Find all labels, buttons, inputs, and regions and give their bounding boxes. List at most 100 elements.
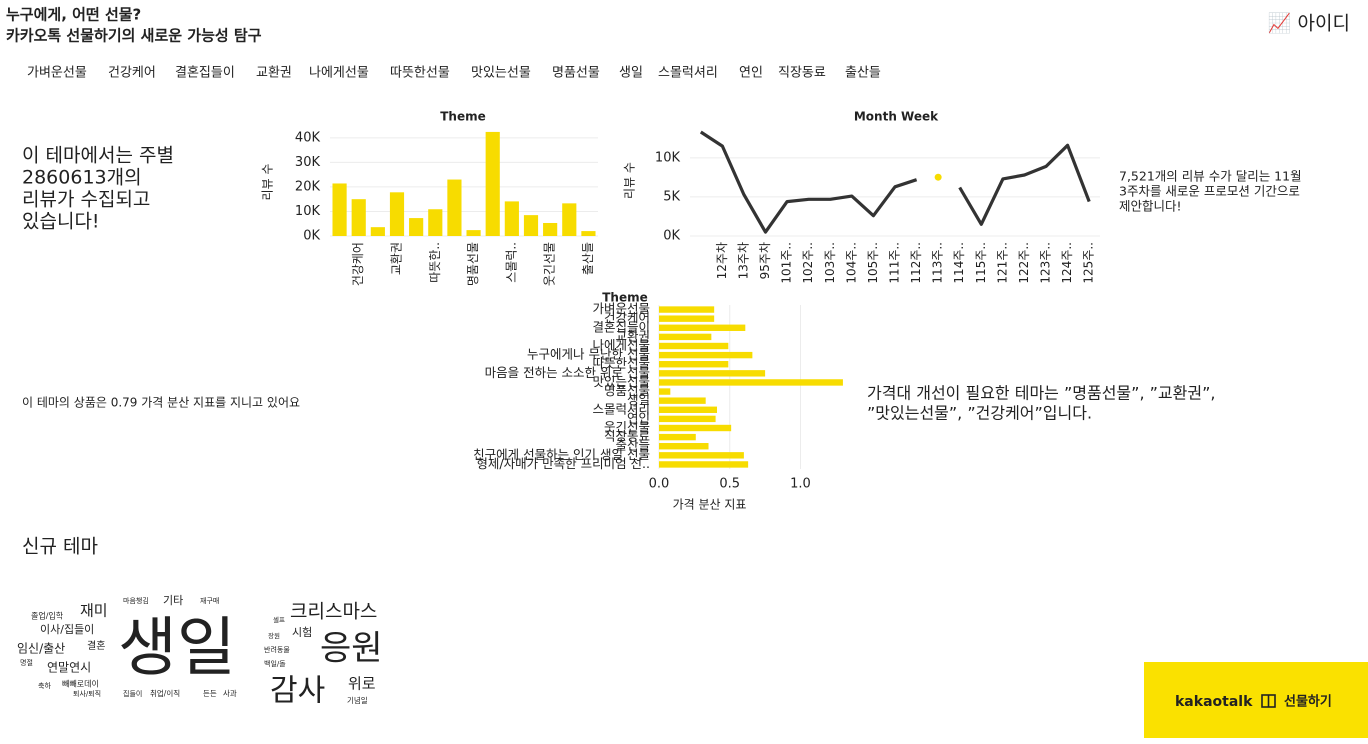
x-axis-title: 가격 분산 지표 bbox=[673, 498, 747, 512]
bar bbox=[659, 342, 729, 350]
y-tick-label: 교환권 bbox=[615, 328, 650, 343]
word: 백일/돌 bbox=[264, 659, 286, 668]
y-tick-label: 30K bbox=[295, 155, 321, 170]
y-tick-label: 건강케어 bbox=[604, 310, 650, 325]
x-tick-label: 114주.. bbox=[952, 242, 966, 284]
price-advice: ”맛있는선물”, ”건강케어”입니다. bbox=[867, 404, 1092, 423]
x-tick-label: 12주차 bbox=[715, 242, 729, 279]
y-tick-label: 결혼집들이 bbox=[592, 319, 650, 334]
word: 마음챙김 bbox=[123, 596, 149, 605]
y-tick-label: 10K bbox=[655, 150, 681, 165]
nav-item[interactable]: 출산들 bbox=[845, 66, 881, 81]
y-tick-label: 직장동료 bbox=[604, 429, 650, 444]
review-summary: 이 테마에서는 주별 bbox=[22, 145, 174, 167]
user-id[interactable]: 📈 아이디 bbox=[1268, 12, 1350, 35]
chart-title: Month Week bbox=[854, 110, 939, 124]
logo-box bbox=[1144, 662, 1368, 738]
word: 집들이 bbox=[123, 689, 142, 698]
word: 생일 bbox=[118, 612, 236, 686]
word: 반려동물 bbox=[264, 645, 290, 654]
word: 결혼 bbox=[87, 639, 105, 652]
bar bbox=[659, 433, 696, 441]
bar bbox=[659, 315, 715, 322]
chart-title: Theme bbox=[602, 291, 648, 305]
x-tick-label: 95주차 bbox=[758, 242, 772, 279]
y-tick-label: 친구에게 선물하는 인기 생일 선물 bbox=[473, 447, 650, 462]
bar bbox=[351, 199, 366, 236]
bar bbox=[659, 379, 843, 386]
word: 사과 bbox=[223, 689, 237, 698]
bar bbox=[659, 461, 749, 468]
word: 빼빼로데이 bbox=[62, 679, 99, 689]
nav-item[interactable]: 건강케어 bbox=[108, 66, 156, 81]
nav-item[interactable]: 명품선물 bbox=[552, 66, 600, 81]
bar bbox=[659, 324, 746, 331]
y-tick-label: 20K bbox=[295, 179, 321, 194]
bar bbox=[332, 183, 347, 236]
word: 명절 bbox=[20, 658, 33, 667]
x-tick-label: 111주.. bbox=[888, 242, 902, 284]
word: 이사/집들이 bbox=[40, 623, 94, 636]
x-tick-label: 122주.. bbox=[1017, 242, 1031, 284]
word: 졸업/입학 bbox=[31, 611, 64, 621]
x-tick-label: 명품선물 bbox=[466, 242, 480, 286]
x-tick-label: 1.0 bbox=[790, 477, 811, 492]
word: 장원 bbox=[268, 631, 280, 640]
nav-item[interactable]: 직장동료 bbox=[778, 66, 826, 81]
bar bbox=[504, 201, 519, 236]
y-tick-label: 출산들 bbox=[615, 438, 650, 453]
x-tick-label: 125주.. bbox=[1082, 242, 1096, 284]
x-tick-label: 121주.. bbox=[995, 242, 1009, 284]
bar bbox=[659, 415, 716, 423]
bar bbox=[389, 192, 405, 236]
bar bbox=[409, 218, 424, 236]
y-tick-label: 나에게선물 bbox=[592, 338, 650, 353]
bar bbox=[659, 397, 706, 404]
bar bbox=[543, 222, 558, 236]
y-tick-label: 가벼운선물 bbox=[592, 301, 650, 316]
nav-item[interactable]: 맛있는선물 bbox=[471, 66, 531, 81]
x-tick-label: 웃긴선물 bbox=[543, 242, 557, 286]
logo-service: 선물하기 bbox=[1284, 694, 1332, 710]
y-tick-label: 10K bbox=[295, 204, 321, 219]
chart-title: Theme bbox=[440, 110, 486, 124]
x-tick-label: 124주.. bbox=[1060, 242, 1074, 284]
nav-item[interactable]: 생일 bbox=[619, 66, 643, 81]
nav-item[interactable]: 가벼운선물 bbox=[27, 66, 87, 81]
nav-item[interactable]: 교환권 bbox=[256, 66, 292, 81]
x-tick-label: 103주.. bbox=[823, 242, 837, 284]
word: 든든 bbox=[203, 689, 217, 698]
bar bbox=[659, 333, 712, 341]
bar bbox=[659, 406, 718, 413]
nav-item[interactable]: 스몰럭셔리 bbox=[658, 66, 718, 81]
x-tick-label: 101주.. bbox=[780, 242, 794, 284]
promotion-note: 3주차를 새로운 프로모션 기간으로 bbox=[1119, 184, 1300, 199]
nav-item[interactable]: 따뜻한선물 bbox=[390, 66, 450, 81]
y-tick-label: 따뜻한선물 bbox=[592, 356, 650, 371]
bar bbox=[523, 215, 539, 236]
nav-item[interactable]: 연인 bbox=[739, 66, 763, 81]
word: 감사 bbox=[270, 674, 325, 709]
x-tick-label: 102주.. bbox=[801, 242, 815, 284]
bar bbox=[485, 131, 500, 236]
nav-item[interactable]: 나에게선물 bbox=[309, 66, 369, 81]
page-subtitle: 카카오톡 선물하기의 새로운 가능성 탐구 bbox=[6, 27, 262, 45]
x-tick-label: 112주.. bbox=[909, 242, 923, 284]
word: 취업/이직 bbox=[150, 688, 180, 698]
highlight-point bbox=[934, 173, 942, 181]
bar bbox=[659, 452, 744, 459]
y-tick-label: 생일 bbox=[627, 392, 650, 407]
y-axis-title: 리뷰 수 bbox=[623, 162, 637, 199]
word: 퇴사/퇴직 bbox=[73, 689, 101, 698]
x-tick-label: 105주.. bbox=[866, 242, 880, 284]
y-tick-label: 명품선물 bbox=[604, 383, 650, 398]
word: 임신/출산 bbox=[17, 642, 65, 656]
bar bbox=[447, 179, 462, 236]
price-summary: 이 테마의 상품은 0.79 가격 분산 지표를 지니고 있어요 bbox=[22, 396, 300, 410]
word: 응원 bbox=[320, 629, 383, 669]
nav-item[interactable]: 결혼집들이 bbox=[175, 66, 235, 81]
y-tick-label: 0K bbox=[303, 229, 320, 244]
review-summary: 2860613개의 bbox=[22, 167, 142, 189]
x-tick-label: 스몰럭.. bbox=[504, 242, 518, 283]
word: 기타 bbox=[163, 594, 183, 607]
